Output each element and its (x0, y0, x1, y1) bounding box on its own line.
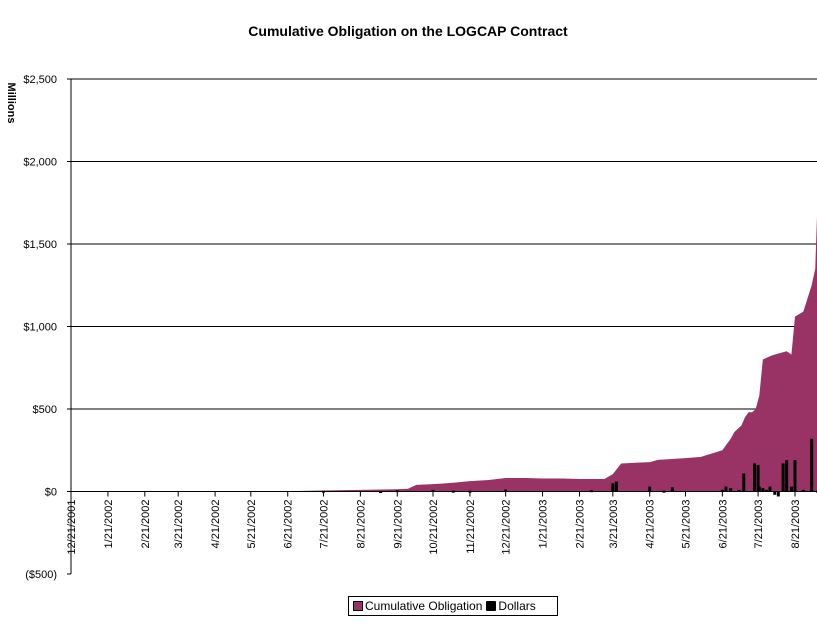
y-tick-label: $2,500 (23, 74, 57, 86)
x-tick-label: 8/21/2002 (355, 500, 367, 549)
x-tick-label: 3/21/2003 (608, 500, 620, 549)
x-tick-label: 8/21/2003 (790, 500, 802, 549)
x-tick-label: 2/21/2002 (140, 500, 152, 549)
y-axis-ticks: $2,500 $2,000 $1,500 $1,000 $500 $0 ($500) (23, 74, 71, 581)
x-tick-label: 9/21/2002 (392, 500, 404, 549)
y-tick-label: $500 (33, 404, 57, 416)
y-tick-label: $1,000 (23, 322, 57, 334)
dollars-bar (756, 465, 760, 492)
x-tick-label: 6/21/2003 (717, 500, 729, 549)
x-tick-label: 3/21/2002 (173, 500, 185, 549)
dollars-bar (611, 483, 615, 492)
legend-label-dollars: Dollars (498, 599, 536, 613)
dollars-bar (761, 488, 765, 492)
x-tick-label: 5/21/2003 (680, 500, 692, 549)
dollars-bar (724, 486, 728, 492)
x-tick-label: 2/21/2003 (574, 500, 586, 549)
legend-swatch-dollars (486, 601, 497, 611)
y-tick-label: ($500) (25, 569, 57, 581)
chart-title: Cumulative Obligation on the LOGCAP Cont… (248, 23, 568, 39)
dollars-bar (801, 489, 805, 492)
dollars-bar (729, 488, 733, 492)
dollars-bar (742, 473, 746, 492)
dollars-bar (720, 489, 724, 492)
y-tick-label: $1,500 (23, 239, 57, 251)
dollars-bar (793, 460, 797, 492)
y-tick-label: $0 (45, 487, 57, 499)
x-tick-label: 11/21/2002 (465, 500, 477, 554)
legend: Cumulative Obligation Dollars (348, 596, 558, 616)
x-tick-label: 1/21/2003 (538, 500, 550, 549)
dollars-bar (504, 489, 508, 492)
dollars-bar (773, 491, 777, 495)
dollars-bar (776, 491, 780, 497)
dollars-bar (785, 460, 789, 492)
dollars-bar (379, 491, 383, 494)
x-tick-label: 4/21/2003 (645, 500, 657, 549)
dollars-bar (648, 486, 652, 492)
dollars-bar (431, 489, 435, 492)
dollars-bar (789, 486, 793, 492)
x-tick-label: 1/21/2002 (103, 500, 115, 549)
y-axis-label: Millions (5, 83, 17, 124)
dollars-bar (757, 486, 761, 492)
legend-swatch-cumulative (353, 601, 363, 611)
dollars-bar (768, 486, 772, 492)
legend-item-dollars: Dollars (486, 599, 536, 613)
dollars-bar (764, 489, 768, 492)
dollars-bar (781, 463, 785, 492)
y-tick-label: $2,000 (23, 157, 57, 169)
x-tick-label: 7/21/2002 (318, 500, 330, 549)
x-tick-label: 4/21/2002 (210, 500, 222, 549)
x-tick-label: 12/21/2002 (501, 500, 513, 555)
gridlines (71, 78, 817, 410)
x-tick-label: 12/21/2001 (66, 500, 78, 555)
dollars-bar (670, 487, 674, 492)
dollars-bar (614, 481, 618, 492)
cumulative-obligation-series (71, 215, 817, 492)
x-tick-label: 5/21/2002 (246, 500, 258, 549)
legend-item-cumulative: Cumulative Obligation (353, 599, 482, 613)
x-axis-ticks: 12/21/2001 1/21/2002 2/21/2002 3/21/2002 4/2… (66, 491, 802, 555)
dollars-bar (810, 438, 814, 492)
cumulative-obligation-area (71, 215, 817, 492)
dollars-bar (753, 463, 757, 492)
x-tick-label: 7/21/2003 (753, 500, 765, 549)
x-tick-label: 10/21/2002 (428, 500, 440, 555)
legend-label-cumulative: Cumulative Obligation (365, 599, 483, 613)
x-tick-label: 6/21/2002 (283, 500, 295, 549)
dollars-bar (737, 489, 741, 492)
